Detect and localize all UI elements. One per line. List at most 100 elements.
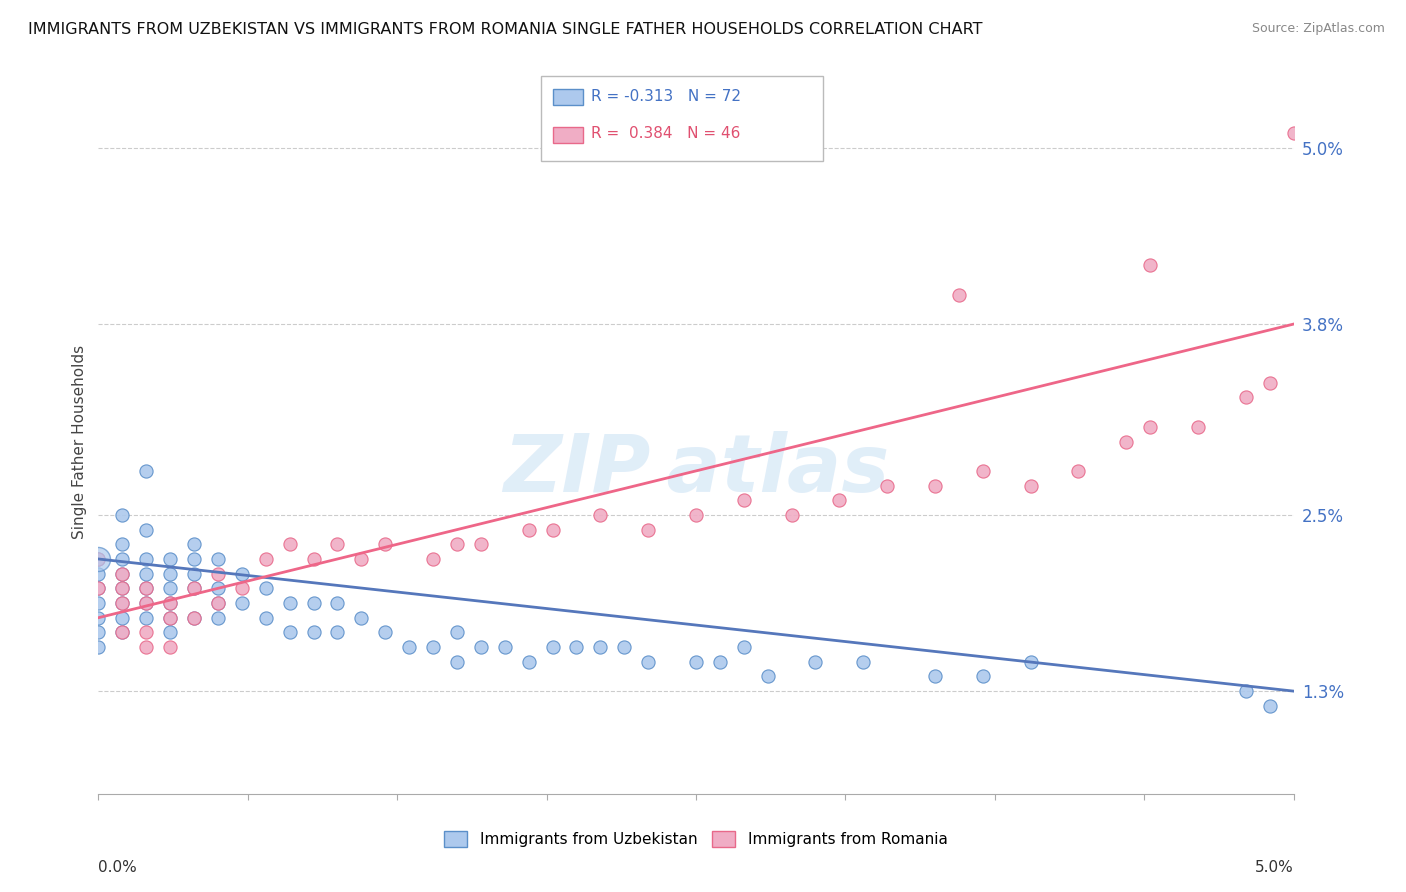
Point (183, 582, 205, 596)
Point (278, 596, 301, 610)
Point (470, 537, 492, 551)
Point (135, 552, 157, 566)
Text: 0.0%: 0.0% (98, 860, 138, 875)
Point (183, 611, 205, 625)
Point (111, 566, 134, 581)
Point (135, 625, 157, 640)
Point (517, 523, 540, 537)
Point (948, 287, 970, 301)
Point (87, 582, 110, 596)
Point (111, 566, 134, 581)
Point (613, 640, 636, 654)
Point (159, 640, 181, 654)
Point (876, 478, 898, 492)
Point (183, 611, 205, 625)
Point (135, 611, 157, 625)
Point (87, 582, 110, 596)
Point (589, 508, 612, 522)
Point (398, 640, 420, 654)
Point (302, 552, 325, 566)
Point (1115, 434, 1137, 449)
Point (231, 596, 253, 610)
Point (159, 611, 181, 625)
Point (111, 508, 134, 522)
Point (135, 596, 157, 610)
Point (135, 523, 157, 537)
Point (565, 640, 588, 654)
Point (207, 566, 229, 581)
Point (326, 625, 349, 640)
Point (517, 655, 540, 669)
Point (1282, 126, 1305, 140)
Point (374, 537, 396, 551)
Point (541, 523, 564, 537)
Point (87, 596, 110, 610)
Point (159, 582, 181, 596)
Point (924, 669, 946, 683)
Text: 5.0%: 5.0% (1254, 860, 1294, 875)
Point (254, 552, 277, 566)
Point (470, 640, 492, 654)
Point (1019, 478, 1042, 492)
Point (159, 596, 181, 610)
Point (87, 640, 110, 654)
Point (111, 582, 134, 596)
Point (207, 611, 229, 625)
Point (637, 523, 659, 537)
Point (231, 582, 253, 596)
Point (207, 582, 229, 596)
Point (1258, 698, 1281, 713)
Point (278, 537, 301, 551)
Point (87, 552, 110, 566)
Point (446, 625, 468, 640)
Text: ZIP atlas: ZIP atlas (503, 431, 889, 508)
Point (637, 655, 659, 669)
Point (446, 537, 468, 551)
Point (254, 582, 277, 596)
Point (135, 566, 157, 581)
Point (1187, 420, 1209, 434)
Point (302, 596, 325, 610)
Point (374, 625, 396, 640)
Point (1019, 655, 1042, 669)
Point (111, 625, 134, 640)
Point (87, 552, 110, 566)
Point (111, 596, 134, 610)
Point (326, 537, 349, 551)
Point (350, 552, 373, 566)
Point (972, 464, 994, 478)
Text: Source: ZipAtlas.com: Source: ZipAtlas.com (1251, 22, 1385, 36)
Point (111, 552, 134, 566)
Point (685, 655, 707, 669)
Point (111, 596, 134, 610)
Point (422, 640, 444, 654)
Point (1139, 259, 1161, 273)
Point (302, 625, 325, 640)
Point (422, 552, 444, 566)
Point (87, 552, 110, 566)
Point (1234, 684, 1257, 698)
Point (111, 611, 134, 625)
Point (159, 566, 181, 581)
Point (159, 625, 181, 640)
Point (780, 508, 803, 522)
Point (87, 566, 110, 581)
Point (1139, 420, 1161, 434)
Point (135, 596, 157, 610)
Point (183, 552, 205, 566)
Point (135, 582, 157, 596)
Point (350, 611, 373, 625)
Point (183, 566, 205, 581)
Point (852, 655, 875, 669)
Point (87, 625, 110, 640)
Point (183, 537, 205, 551)
Point (685, 508, 707, 522)
Point (494, 640, 516, 654)
Point (733, 493, 755, 508)
Point (733, 640, 755, 654)
Point (589, 640, 612, 654)
Point (828, 493, 851, 508)
Point (231, 566, 253, 581)
Point (541, 640, 564, 654)
Point (326, 596, 349, 610)
